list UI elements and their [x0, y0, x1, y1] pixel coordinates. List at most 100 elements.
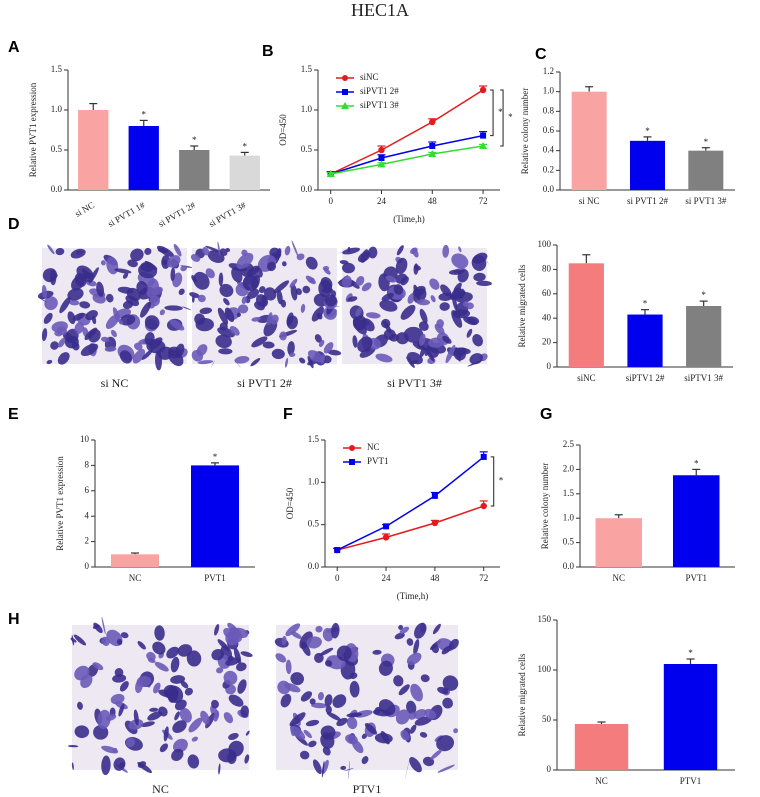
cell-blob [43, 312, 53, 324]
cell-blob [357, 336, 373, 353]
micrograph [274, 622, 459, 780]
y-tick-label: 0.0 [308, 561, 320, 571]
bar [78, 110, 109, 190]
cell-blob [236, 312, 241, 318]
cell-blob [458, 246, 462, 253]
cell-blob [342, 262, 356, 274]
cell-blob [229, 325, 240, 336]
cell-blob [296, 253, 305, 261]
cell-blob [430, 749, 443, 760]
cell-blob [200, 710, 210, 725]
y-tick-label: 20 [542, 337, 552, 347]
cell-blob [325, 705, 332, 714]
cell-blob [77, 701, 83, 710]
legend-marker [342, 89, 348, 95]
cell-blob [341, 275, 352, 288]
cell-blob [372, 709, 392, 717]
cell-blob [413, 284, 421, 301]
cell-blob [336, 645, 352, 662]
significance-mark: * [508, 112, 513, 122]
cell-blob [355, 276, 365, 286]
cell-blob [439, 302, 450, 311]
cell-blob [251, 336, 268, 348]
marker [431, 492, 438, 499]
y-axis-label: Relative colony number [520, 88, 530, 174]
cell-blob [110, 693, 125, 705]
error-bar-group [597, 721, 606, 724]
cell-blob [58, 337, 66, 348]
cell-blob [275, 653, 287, 663]
x-tick-label: PVT1 [685, 573, 707, 583]
cell-blob [130, 248, 144, 262]
cell-blob [232, 627, 249, 639]
bar [688, 150, 724, 190]
marker [326, 170, 335, 177]
cell-blob [191, 349, 204, 362]
panel-letter: C [535, 46, 547, 63]
cell-blob [450, 287, 461, 299]
cell-blob [199, 307, 213, 315]
cell-blob [322, 627, 334, 642]
cell-blob [216, 667, 224, 674]
cell-blob [214, 623, 220, 636]
micrograph [189, 240, 342, 369]
cell-blob [70, 248, 86, 259]
marker [479, 86, 487, 94]
bar [663, 664, 718, 770]
cell-blob [55, 247, 65, 256]
panel-letter: D [8, 216, 20, 233]
cell-blob [381, 292, 394, 302]
x-tick-label: NC [612, 573, 625, 583]
cell-blob [451, 253, 469, 269]
series-line [336, 456, 485, 551]
cell-blob [219, 283, 234, 298]
cell-blob [400, 276, 409, 286]
figure-title: HEC1A [351, 0, 409, 20]
cell-blob [472, 252, 488, 264]
cell-blob [135, 679, 143, 694]
error-bar-group [701, 147, 710, 151]
cell-blob [68, 299, 80, 306]
y-tick-label: 2.5 [563, 439, 575, 449]
cell-blob [284, 357, 289, 368]
cell-blob [228, 694, 244, 707]
cell-blob [432, 623, 441, 635]
cell-blob [241, 296, 247, 305]
cell-blob [191, 295, 195, 303]
cell-blob [227, 655, 234, 661]
cell-blob [364, 723, 378, 735]
cell-blob [71, 634, 75, 646]
cell-blob [326, 711, 341, 721]
cell-blob [414, 265, 421, 271]
cell-blob [218, 748, 237, 763]
y-axis-label: OD=450 [278, 114, 288, 146]
error-bar-group [585, 86, 594, 92]
cell-blob [352, 317, 367, 335]
cell-blob [424, 708, 437, 720]
y-tick-label: 1.5 [51, 64, 63, 74]
x-tick-label: NC [595, 776, 608, 786]
cell-blob [316, 312, 323, 320]
cell-blob [472, 334, 483, 347]
cell-blob [418, 321, 429, 332]
cell-blob [466, 328, 473, 338]
significance-bracket [490, 89, 494, 137]
cell-blob [264, 287, 277, 301]
y-tick-label: 50 [542, 714, 552, 724]
significance-mark: * [192, 135, 197, 145]
cell-blob [277, 680, 291, 695]
cell-blob [281, 636, 287, 646]
cell-blob [321, 760, 325, 778]
cell-blob [217, 307, 229, 325]
y-tick-label: 0.5 [301, 144, 313, 154]
cell-blob [344, 768, 354, 772]
cell-blob [385, 275, 397, 283]
cell-blob [46, 359, 53, 365]
cell-blob [235, 662, 247, 672]
micrograph [337, 244, 492, 368]
cell-blob [132, 348, 146, 364]
cell-blob [368, 246, 378, 259]
y-tick-label: 100 [538, 239, 552, 249]
micrograph [67, 616, 253, 776]
marker [428, 150, 437, 157]
